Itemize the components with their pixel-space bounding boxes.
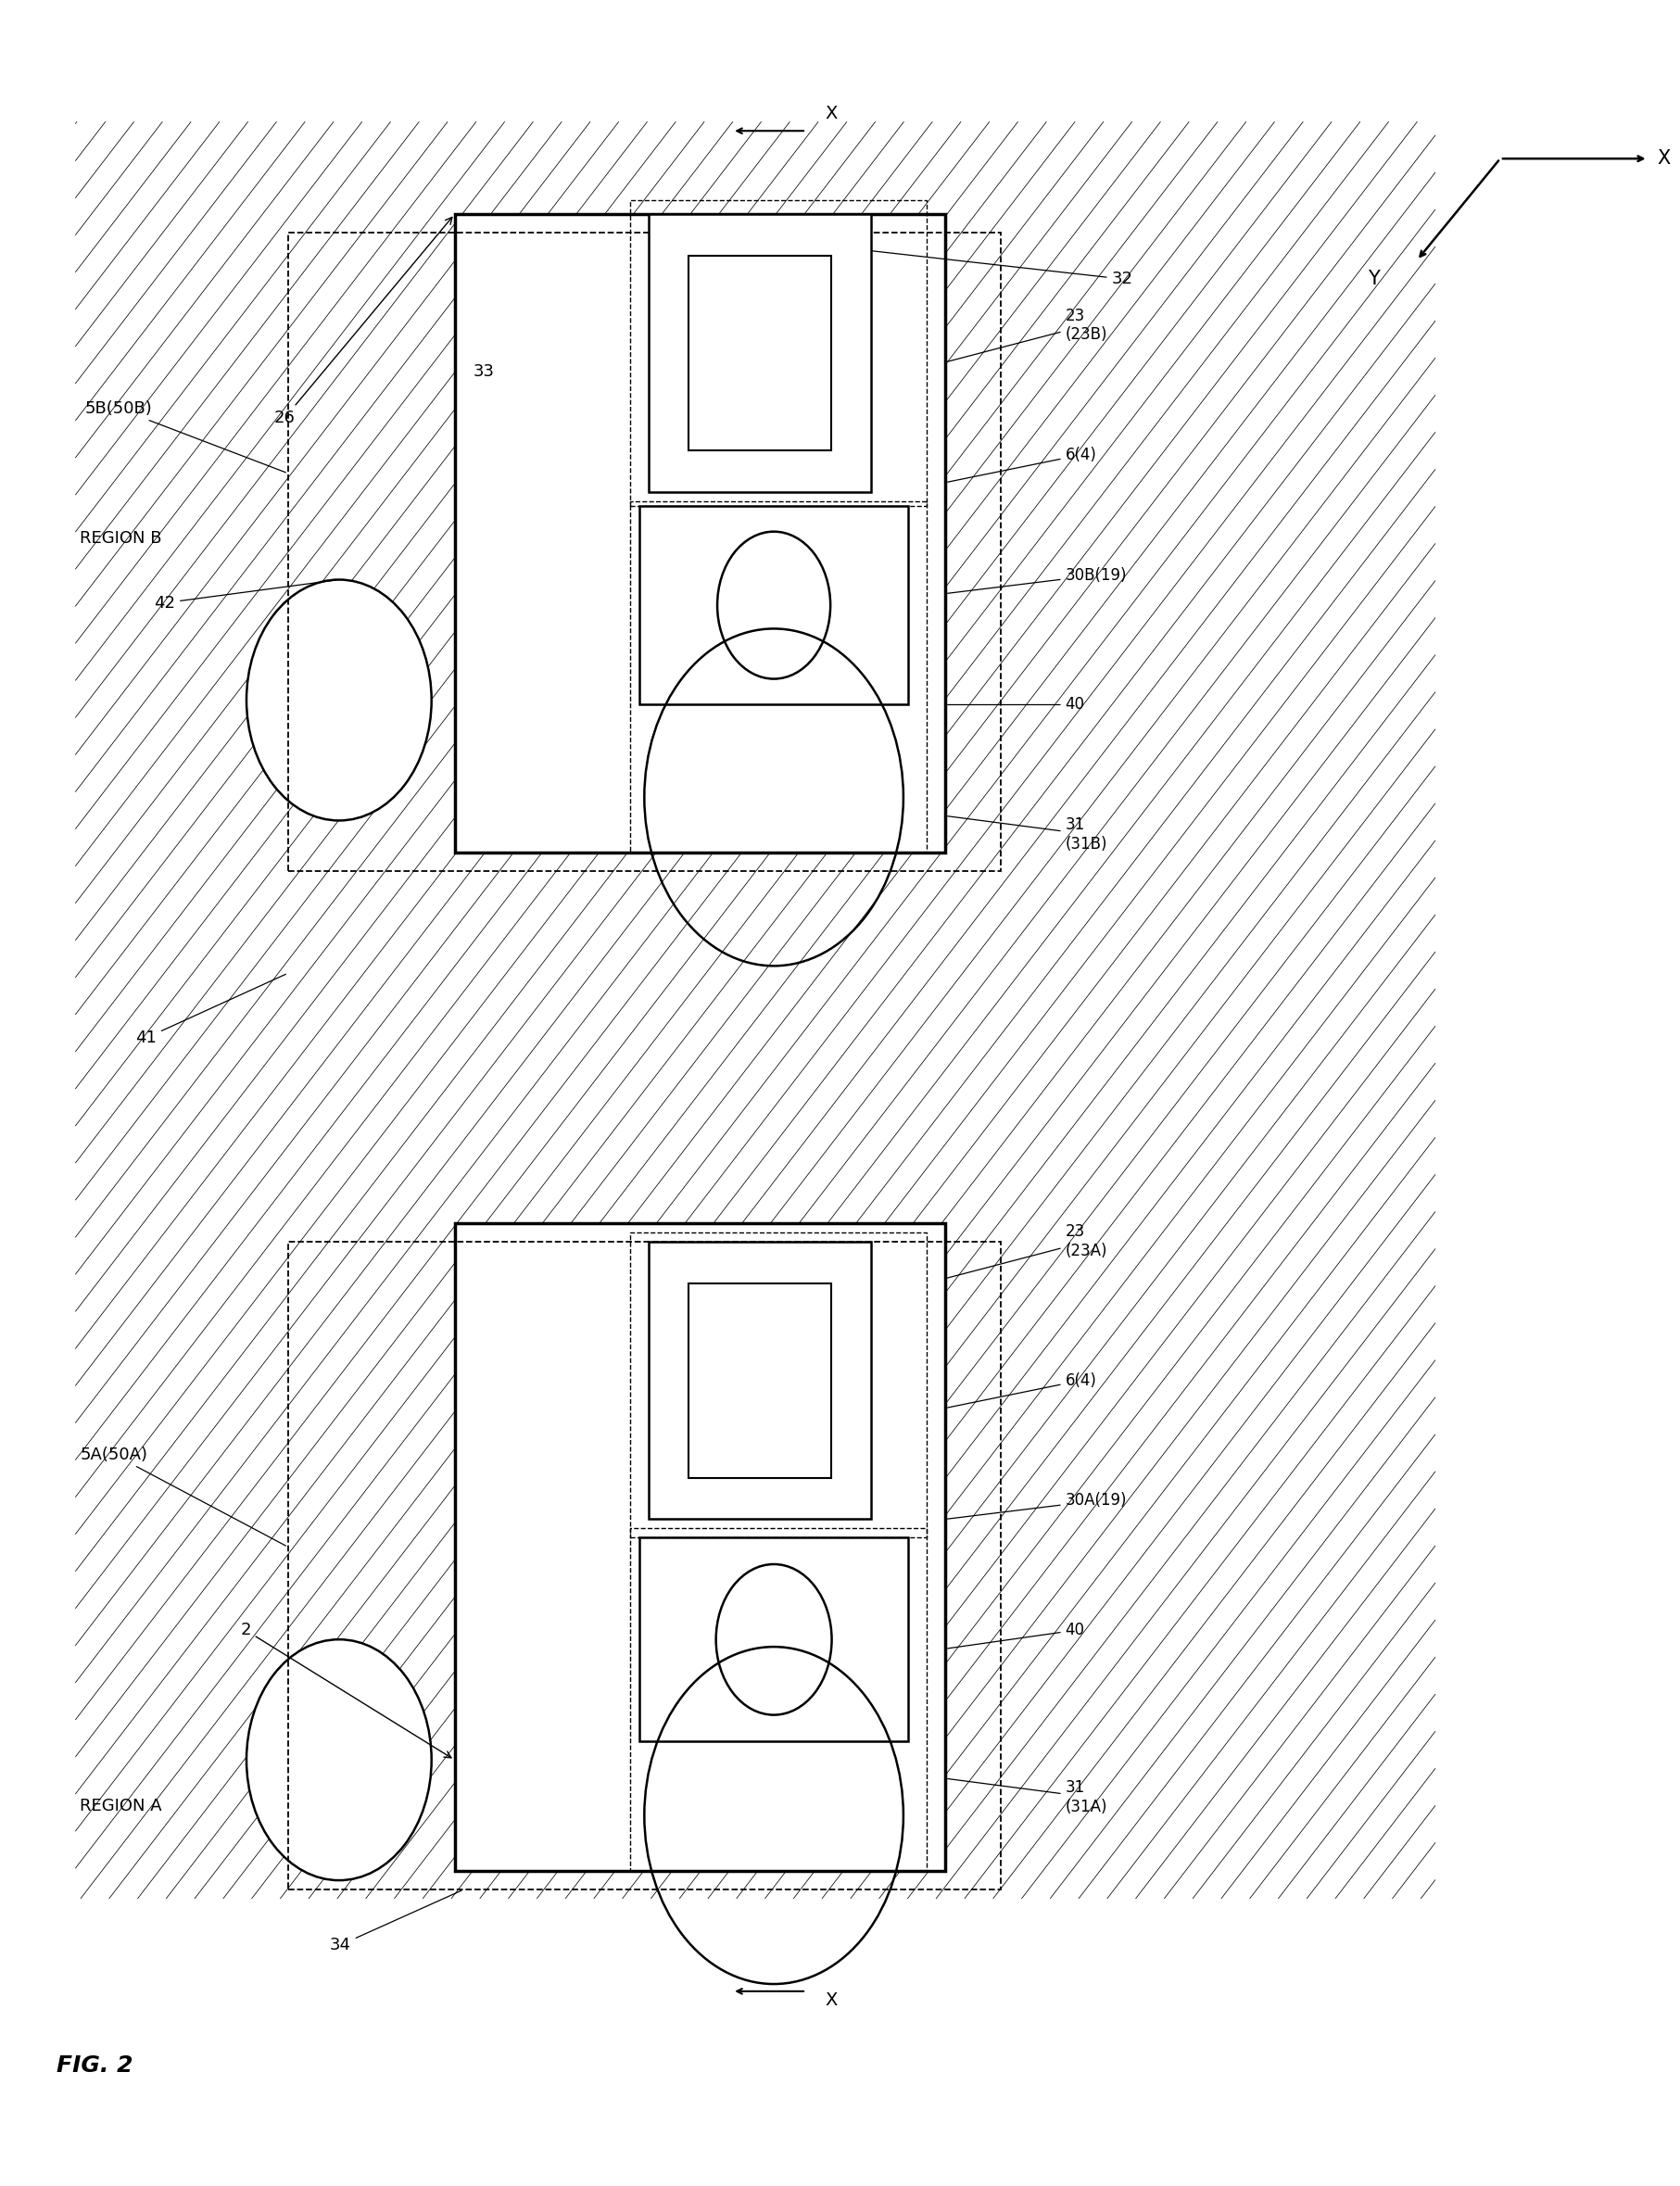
Text: 2: 2: [240, 1622, 452, 1758]
Circle shape: [247, 1640, 432, 1880]
Text: 41: 41: [136, 975, 286, 1047]
Text: FIG. 2: FIG. 2: [57, 2055, 133, 2077]
Bar: [455, 214, 946, 853]
Bar: [287, 232, 1001, 872]
Bar: [630, 201, 926, 505]
Text: 5B(50B): 5B(50B): [84, 400, 286, 472]
Text: 31
(31B): 31 (31B): [948, 815, 1107, 853]
Text: REGION B: REGION B: [81, 529, 161, 546]
Text: 26: 26: [274, 216, 452, 426]
Bar: [630, 501, 926, 853]
Bar: [630, 1528, 926, 1871]
Text: X: X: [825, 105, 837, 122]
Text: X: X: [825, 1991, 837, 2009]
Text: 40: 40: [948, 1622, 1085, 1648]
Text: 30B(19): 30B(19): [948, 566, 1127, 592]
Bar: [648, 214, 870, 492]
Text: 23
(23A): 23 (23A): [948, 1224, 1107, 1279]
Text: 31
(31A): 31 (31A): [948, 1779, 1107, 1814]
Bar: [689, 256, 832, 450]
Bar: [648, 1242, 870, 1519]
Text: X: X: [1658, 149, 1670, 168]
Bar: [630, 1233, 926, 1537]
Circle shape: [247, 579, 432, 820]
Text: 33: 33: [474, 363, 494, 380]
Text: 32: 32: [753, 238, 1132, 286]
Bar: [287, 1242, 1001, 1889]
Bar: [455, 1222, 946, 1871]
Text: 34: 34: [329, 1891, 462, 1954]
Text: 42: 42: [155, 579, 336, 612]
Bar: [689, 1283, 832, 1478]
Text: Y: Y: [1368, 269, 1379, 289]
Text: 6(4): 6(4): [948, 446, 1097, 483]
Text: 23
(23B): 23 (23B): [948, 308, 1107, 361]
Text: 30A(19): 30A(19): [948, 1493, 1127, 1519]
Text: 40: 40: [948, 697, 1085, 713]
Text: REGION A: REGION A: [81, 1797, 161, 1814]
Bar: [640, 1537, 907, 1742]
Text: 5A(50A): 5A(50A): [81, 1447, 286, 1546]
Bar: [640, 505, 907, 704]
Text: 6(4): 6(4): [948, 1373, 1097, 1408]
